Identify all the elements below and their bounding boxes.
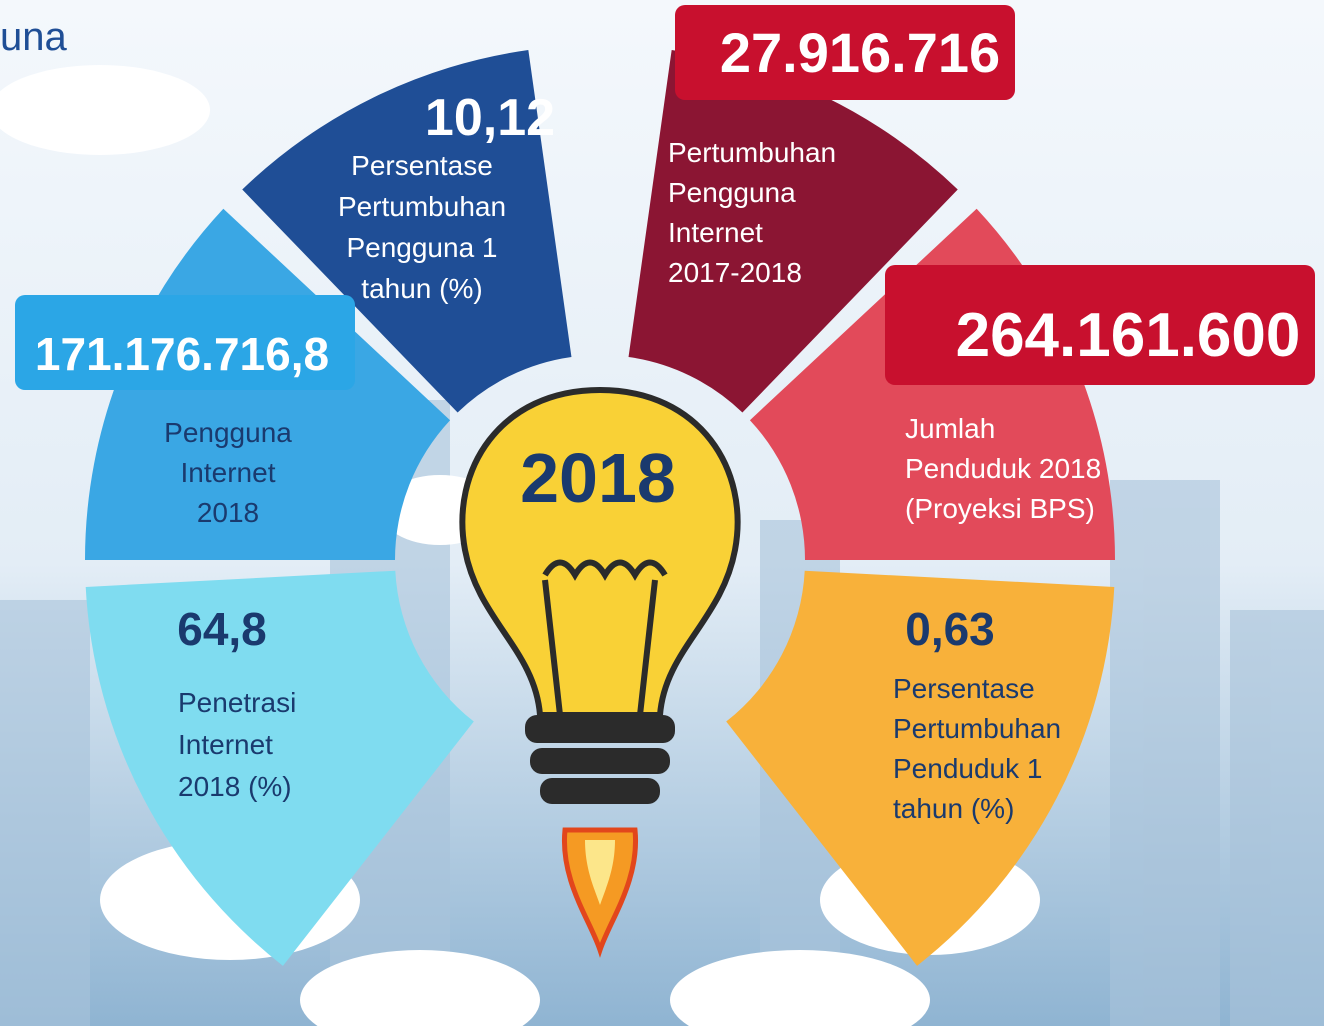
light-bulb xyxy=(459,386,741,958)
label-line: 2018 (%) xyxy=(178,771,292,802)
segment-value: 10,12 xyxy=(425,89,555,147)
label-line: Jumlah xyxy=(905,413,995,444)
segment-label: Persentase Pertumbuhan Penduduk 1 tahun (%) xyxy=(893,673,1061,824)
ring-segment xyxy=(726,570,1115,966)
value-box xyxy=(885,265,1315,385)
value-box xyxy=(675,5,1015,100)
ring-segment xyxy=(85,570,474,966)
segment-value: 64,8 xyxy=(177,603,267,655)
label-line: 2018 xyxy=(197,497,259,528)
label-line: Persentase xyxy=(893,673,1035,704)
label-line: Pertumbuhan xyxy=(893,713,1061,744)
label-line: (Proyeksi BPS) xyxy=(905,493,1095,524)
segment-value: 0,63 xyxy=(905,603,995,655)
segment-label: Persentase Pertumbuhan Pengguna 1 tahun (%) xyxy=(338,150,506,304)
value-box xyxy=(15,295,355,390)
label-line: Penduduk 1 xyxy=(893,753,1042,784)
ring-segment xyxy=(242,50,572,413)
segment-label: Penetrasi Internet 2018 (%) xyxy=(178,687,296,802)
label-line: Pengguna xyxy=(668,177,796,208)
ring-segment xyxy=(628,50,958,413)
label-line: Internet xyxy=(178,729,273,760)
label-line: Penduduk 2018 xyxy=(905,453,1101,484)
segment-label: Pengguna Internet 2018 xyxy=(164,417,292,528)
label-line: tahun (%) xyxy=(893,793,1014,824)
label-line: Internet xyxy=(181,457,276,488)
label-line: Penetrasi xyxy=(178,687,296,718)
label-line: Persentase xyxy=(351,150,493,181)
segment-value: 27.916.716 xyxy=(720,21,1000,84)
label-line: Pertumbuhan xyxy=(668,137,836,168)
label-line: tahun (%) xyxy=(361,273,482,304)
label-line: Internet xyxy=(668,217,763,248)
page-title: una xyxy=(0,15,67,59)
segment-label: Pertumbuhan Pengguna Internet 2017-2018 xyxy=(668,137,836,288)
label-line: Pengguna xyxy=(164,417,292,448)
segment-label: Jumlah Penduduk 2018 (Proyeksi BPS) xyxy=(905,413,1101,524)
segment-value: 264.161.600 xyxy=(956,301,1301,370)
center-year: 2018 xyxy=(520,439,676,517)
segment-value: 171.176.716,8 xyxy=(35,328,329,380)
label-line: Pertumbuhan xyxy=(338,191,506,222)
label-line: 2017-2018 xyxy=(668,257,802,288)
label-line: Pengguna 1 xyxy=(346,232,497,263)
